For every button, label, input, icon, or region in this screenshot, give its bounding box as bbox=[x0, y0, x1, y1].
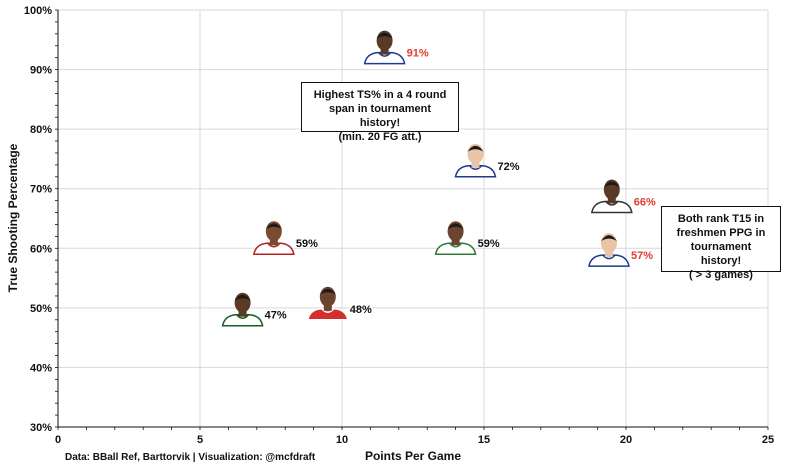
y-tick-label: 40% bbox=[30, 362, 52, 374]
player-neck bbox=[269, 238, 278, 246]
player-neckline bbox=[236, 314, 250, 319]
player-hair bbox=[467, 145, 484, 152]
data-point bbox=[590, 179, 633, 214]
annotation-freshmen-ppg: Both rank T15 in freshmen PPG in tournam… bbox=[661, 206, 781, 281]
data-point-label: 72% bbox=[497, 161, 519, 173]
annotation-line: freshmen PPG in bbox=[676, 227, 766, 239]
player-neckline bbox=[449, 242, 463, 248]
annotation-line: Both rank T15 in bbox=[677, 213, 765, 225]
player-neckline bbox=[378, 52, 392, 57]
player-jersey bbox=[306, 308, 349, 321]
y-tick-label: 90% bbox=[30, 65, 52, 77]
data-point bbox=[588, 233, 630, 267]
player-jersey bbox=[588, 254, 630, 267]
annotation-line: Highest TS% in a 4 round bbox=[313, 89, 447, 101]
x-tick-label: 0 bbox=[55, 434, 61, 446]
y-tick-label: 100% bbox=[24, 5, 52, 17]
player-neckline bbox=[321, 308, 335, 314]
player-neck bbox=[380, 47, 389, 55]
x-tick-label: 5 bbox=[197, 434, 203, 446]
annotation-line: ( > 3 games) bbox=[689, 269, 753, 281]
data-point bbox=[221, 292, 264, 327]
player-neck bbox=[323, 303, 332, 311]
player-jersey bbox=[252, 242, 295, 255]
data-point-label: 59% bbox=[478, 238, 500, 250]
x-tick-label: 10 bbox=[336, 434, 348, 446]
player-neck bbox=[604, 250, 613, 258]
y-tick-label: 70% bbox=[30, 184, 52, 196]
annotation-line: (min. 20 FG att.) bbox=[338, 131, 422, 143]
x-tick-label: 15 bbox=[478, 434, 490, 446]
player-jersey bbox=[221, 313, 264, 327]
player-hair bbox=[376, 32, 393, 39]
data-point bbox=[434, 221, 477, 255]
data-point bbox=[363, 30, 406, 65]
player-hair bbox=[600, 235, 617, 242]
y-tick-label: 80% bbox=[30, 124, 52, 136]
annotation-highest-ts: Highest TS% in a 4 round span in tournam… bbox=[301, 82, 459, 143]
data-point-label: 66% bbox=[634, 197, 656, 209]
player-neckline bbox=[468, 165, 483, 171]
x-tick-label: 20 bbox=[620, 434, 632, 446]
y-tick-label: 30% bbox=[30, 422, 52, 434]
y-axis-title: True Shooting Percentage bbox=[6, 143, 20, 292]
player-neckline bbox=[602, 254, 616, 260]
y-tick-label: 50% bbox=[30, 303, 52, 315]
player-neck bbox=[238, 309, 247, 317]
data-point-label: 59% bbox=[296, 238, 318, 250]
data-point bbox=[252, 221, 295, 255]
player-neck bbox=[471, 160, 480, 168]
player-hair bbox=[265, 223, 282, 230]
y-tick-label: 60% bbox=[30, 243, 52, 255]
data-points: 91% 72% 66% 59% 59% 57% 47% 48% bbox=[221, 30, 656, 327]
player-jersey bbox=[363, 51, 406, 65]
player-hair bbox=[603, 181, 620, 188]
data-point bbox=[454, 143, 497, 178]
player-neck bbox=[451, 238, 460, 246]
player-neck bbox=[607, 196, 616, 204]
annotation-line: tournament history! bbox=[690, 241, 752, 267]
annotation-line: span in tournament history! bbox=[328, 103, 432, 129]
player-jersey bbox=[434, 242, 477, 255]
player-hair bbox=[234, 294, 251, 301]
player-neckline bbox=[605, 201, 619, 206]
player-hair bbox=[319, 288, 336, 295]
y-tick-labels: 30% 40% 50% 60% 70% 80% 90% 100% bbox=[24, 5, 52, 434]
x-tick-label: 25 bbox=[762, 434, 774, 446]
data-point-label: 91% bbox=[407, 48, 429, 60]
x-axis-title: Points Per Game bbox=[365, 449, 461, 463]
player-jersey bbox=[590, 200, 633, 214]
axes bbox=[55, 9, 769, 430]
player-hair bbox=[447, 223, 464, 230]
source-credit: Data: BBall Ref, Barttorvik | Visualizat… bbox=[65, 452, 316, 463]
x-tick-labels: 0 5 10 15 20 25 bbox=[55, 434, 774, 446]
data-point-label: 57% bbox=[631, 250, 653, 262]
player-jersey bbox=[454, 165, 497, 178]
player-neckline bbox=[267, 242, 281, 248]
data-point-label: 47% bbox=[265, 310, 287, 322]
data-point bbox=[306, 286, 349, 321]
data-point-label: 48% bbox=[350, 304, 372, 316]
